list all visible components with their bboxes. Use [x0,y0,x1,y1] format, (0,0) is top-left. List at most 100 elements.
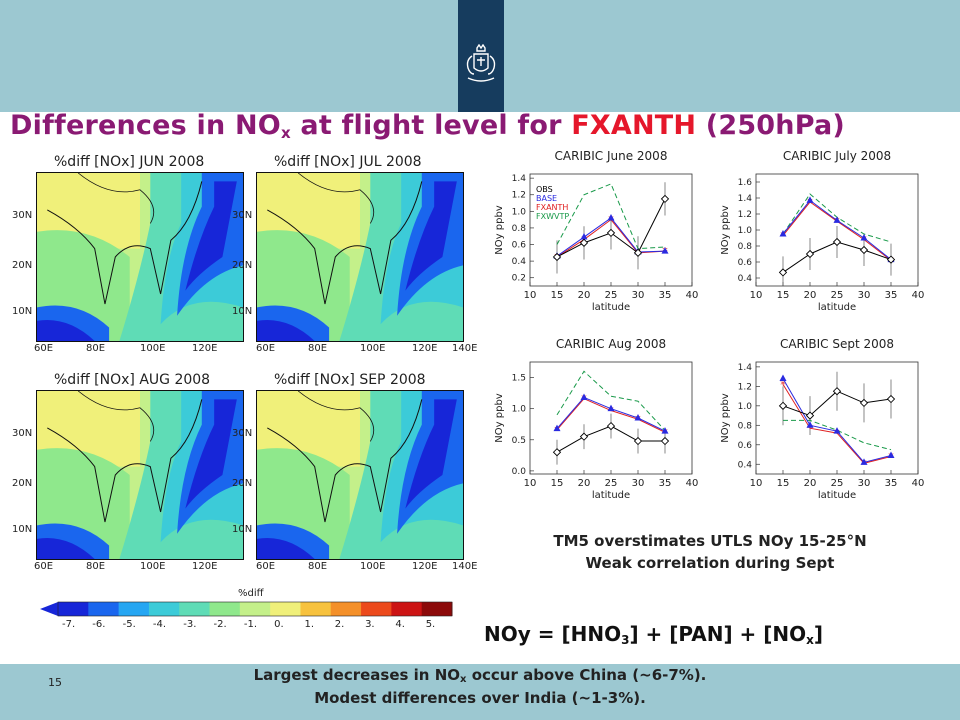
colorbar-swatch [58,602,89,616]
y-tick-label: 0.5 [512,436,526,446]
x-tick-label: 40 [686,478,699,489]
colorbar-swatch [361,602,392,616]
colorbar-tick-label: 5. [426,619,436,630]
latitude-tick-label: 30N [232,210,253,221]
x-tick-label: 30 [632,290,645,301]
longitude-tick-label: 80E [86,561,106,572]
map-field [36,172,244,342]
footer-line-1: Largest decreases in NOx occur above Chi… [253,666,707,685]
data-point-base [806,196,814,203]
colorbar-tick-label: -7. [62,619,75,630]
y-tick-label: 0.6 [738,441,753,451]
data-point-base [580,233,588,240]
data-point-obs [579,238,589,247]
colorbar-arrow-low [40,602,58,616]
colorbar-swatch [179,602,211,616]
latitude-tick-label: 20N [232,260,253,271]
x-tick-label: 35 [659,290,672,301]
x-tick-label: 30 [632,478,645,489]
data-point-obs [832,237,842,247]
nox-difference-map [37,391,243,559]
map-title: %diff [NOx] JUL 2008 [274,154,422,170]
x-axis-label: latitude [592,302,630,313]
y-axis-label: NOy ppbv [494,393,505,442]
x-axis-label: latitude [818,490,856,501]
page-number: 15 [48,676,62,689]
colorbar-tick-label: 2. [335,619,345,630]
data-point-obs [886,255,896,264]
y-tick-label: 0.2 [512,274,526,284]
data-point-base [661,427,669,434]
colorbar-tick-label: 1. [304,619,314,630]
data-point-base [833,427,841,434]
latitude-tick-label: 20N [12,260,33,271]
legend-entry: FXANTH [536,203,568,212]
longitude-tick-label: 60E [34,343,54,354]
x-axis-label: latitude [818,302,856,313]
data-point-obs [552,252,562,262]
data-point-base [887,451,895,458]
y-axis-label: NOy ppbv [720,205,731,254]
nox-difference-map [37,173,243,341]
x-tick-label: 20 [804,478,817,489]
latitude-tick-label: 10N [232,306,253,317]
chart-title: CARIBIC Aug 2008 [556,337,666,351]
series-line-fxwvtp [556,183,666,250]
x-tick-label: 10 [524,478,537,489]
y-tick-label: 0.8 [512,224,527,234]
caption-line-1: TM5 overstimates UTLS NOy 15-25°N [553,532,867,550]
longitude-tick-label: 120E [412,561,438,572]
longitude-tick-label: 80E [86,343,106,354]
x-tick-label: 35 [659,478,672,489]
y-tick-label: 0.4 [512,257,527,267]
latitude-tick-label: 10N [12,306,33,317]
map-field [36,390,244,560]
chart-title: CARIBIC June 2008 [555,149,668,163]
x-tick-label: 35 [885,290,898,301]
longitude-tick-label: 120E [192,561,218,572]
x-tick-label: 25 [605,478,618,489]
nox-difference-map [257,391,463,559]
data-point-obs [886,394,896,404]
longitude-tick-label: 140E [452,561,478,572]
royal-coat-of-arms-icon [466,44,496,82]
longitude-tick-label: 100E [140,561,166,572]
data-point-base [779,374,787,382]
colorbar-tick-label: 0. [274,619,284,630]
longitude-tick-label: 60E [256,343,276,354]
series-line-fxwvtp [783,419,892,451]
x-tick-label: 40 [686,290,699,301]
colorbar-tick-label: -2. [214,619,227,630]
colorbar-tick-label: -6. [92,619,105,630]
y-tick-label: 1.4 [738,363,753,373]
y-axis-label: NOy ppbv [494,205,505,254]
x-axis-label: latitude [592,490,630,501]
footer-line-2: Modest differences over India (~1-3%). [314,689,646,707]
y-tick-label: 0.8 [738,421,753,431]
colorbar: -7. -6. -5. -4. -3. -2. -1. 0. 1. 2. 3. 4. 5. [40,601,453,630]
x-tick-label: 30 [858,290,871,301]
x-tick-label: 30 [858,478,871,489]
colorbar-swatch [391,602,423,616]
data-point-obs [660,436,670,446]
slide-title: Differences in NOx at flight level for F… [10,110,845,142]
nox-difference-map [257,173,463,341]
government-logo [458,0,504,112]
data-point-base [661,247,669,254]
y-tick-label: 1.4 [738,194,753,204]
data-point-obs [832,387,842,396]
colorbar-tick-label: 4. [395,619,405,630]
x-tick-label: 10 [750,478,763,489]
colorbar-swatch [300,602,332,616]
x-tick-label: 10 [750,290,763,301]
x-tick-label: 25 [605,290,618,301]
colorbar-title: %diff [238,588,264,599]
colorbar-swatch [270,602,301,616]
x-tick-label: 40 [912,478,925,489]
data-point-base [634,414,642,421]
latitude-tick-label: 30N [12,428,33,439]
data-point-obs [778,401,788,410]
y-tick-label: 0.8 [738,242,753,252]
legend-entry: FXWVTP [536,212,569,221]
caribic-line-chart: CARIBIC July 2008 10 15 20 25 30 35 40 0.4 0.6 0.8… [720,149,924,313]
